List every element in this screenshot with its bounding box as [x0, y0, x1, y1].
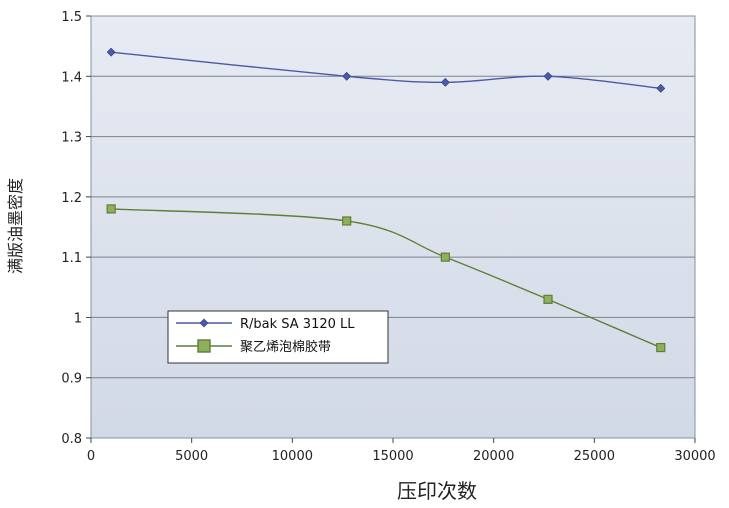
x-tick-label: 10000 — [272, 449, 313, 464]
x-tick-label: 15000 — [372, 449, 413, 464]
legend-label: 聚乙烯泡棉胶带 — [240, 339, 331, 355]
legend: R/bak SA 3120 LL 聚乙烯泡棉胶带 — [168, 311, 388, 363]
x-tick-label: 25000 — [574, 449, 615, 464]
legend-marker-square — [198, 340, 210, 352]
x-tick-label: 20000 — [473, 449, 514, 464]
data-point — [441, 253, 449, 261]
y-tick-label: 1 — [74, 311, 82, 326]
data-point — [107, 205, 115, 213]
y-tick-label: 1.4 — [61, 70, 82, 85]
y-tick-label: 1.2 — [61, 191, 82, 206]
y-axis-title: 满版油墨密度 — [6, 178, 25, 274]
plot-area — [91, 16, 695, 438]
y-tick-label: 1.3 — [61, 131, 82, 146]
x-axis: 0 5000 10000 15000 20000 25000 30000 — [87, 438, 716, 464]
x-tick-label: 0 — [87, 449, 95, 464]
legend-label: R/bak SA 3120 LL — [240, 317, 355, 332]
x-tick-label: 30000 — [674, 449, 715, 464]
y-tick-label: 0.8 — [61, 432, 82, 447]
x-tick-label: 5000 — [175, 449, 208, 464]
y-tick-label: 1.5 — [61, 10, 82, 25]
y-tick-label: 0.9 — [61, 372, 82, 387]
y-axis: 0.8 0.9 1 1.1 1.2 1.3 1.4 1.5 — [61, 10, 91, 447]
data-point — [657, 344, 665, 352]
data-point — [343, 217, 351, 225]
legend-item-2: 聚乙烯泡棉胶带 — [176, 339, 331, 355]
y-tick-label: 1.1 — [61, 251, 82, 266]
data-point — [544, 295, 552, 303]
x-axis-title: 压印次数 — [397, 479, 477, 503]
